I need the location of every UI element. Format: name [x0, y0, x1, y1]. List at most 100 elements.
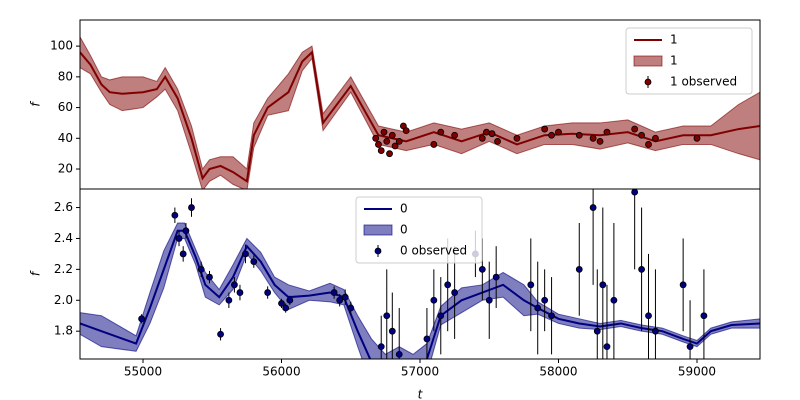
observed-point	[391, 142, 399, 150]
observed-point	[437, 128, 445, 136]
observed-point	[693, 134, 701, 142]
y-tick-label: 2.4	[54, 231, 73, 245]
observed-point	[330, 289, 338, 296]
observed-point	[138, 315, 146, 323]
y-tick-label: 60	[58, 100, 73, 114]
observed-point	[341, 293, 349, 301]
x-tick-label: 59000	[678, 365, 716, 379]
legend-label: 0 observed	[400, 244, 467, 258]
observed-point	[485, 296, 493, 304]
observed-point	[402, 127, 410, 135]
observed-point	[388, 327, 396, 335]
plot-area	[80, 35, 760, 189]
observed-point	[388, 131, 396, 139]
observed-point	[451, 289, 459, 296]
y-tick-label: 2.6	[54, 200, 73, 214]
legend-swatch	[644, 78, 652, 86]
observed-point	[217, 330, 224, 338]
observed-point	[593, 327, 601, 335]
y-tick-label: 20	[58, 162, 73, 176]
observed-point	[478, 265, 486, 273]
legend-box	[625, 27, 753, 95]
observed-point	[513, 134, 521, 142]
observed-point	[206, 273, 213, 281]
y-tick-label: 1.8	[54, 324, 73, 338]
observed-point	[437, 312, 445, 320]
observed-point	[541, 296, 549, 304]
y-tick-label: 40	[58, 131, 73, 145]
observed-point	[377, 343, 385, 351]
y-axis-label: f	[29, 270, 43, 276]
x-tick-label: 56000	[262, 365, 300, 379]
observed-point	[494, 137, 501, 145]
observed-point	[534, 304, 542, 312]
observed-point	[488, 130, 496, 138]
observed-point	[603, 128, 611, 136]
observed-point	[645, 141, 652, 148]
observed-point	[548, 131, 555, 139]
observed-point	[555, 128, 562, 136]
observed-point	[492, 273, 500, 281]
observed-point	[383, 137, 391, 145]
observed-point	[430, 141, 438, 148]
observed-point	[589, 204, 597, 211]
observed-point	[380, 128, 388, 136]
observed-point	[395, 350, 403, 358]
observed-point	[430, 296, 438, 304]
x-tick-label: 57000	[401, 365, 439, 379]
observed-point	[652, 134, 659, 142]
observed-point	[631, 125, 639, 133]
y-tick-label: 2.2	[54, 262, 73, 276]
observed-point	[336, 296, 344, 304]
observed-point	[171, 211, 179, 219]
legend-label: 1	[670, 54, 678, 68]
observed-point	[179, 250, 187, 258]
y-tick-label: 100	[50, 39, 73, 53]
x-tick-label: 55000	[124, 365, 162, 379]
observed-point	[483, 128, 490, 136]
observed-point	[638, 265, 645, 273]
observed-point	[372, 134, 380, 142]
legend-swatch	[633, 55, 663, 67]
observed-point	[541, 125, 549, 133]
observed-point	[188, 204, 195, 211]
observed-point	[250, 258, 258, 266]
observed-point	[645, 312, 652, 320]
observed-point	[596, 137, 604, 145]
y-tick-label: 80	[58, 69, 73, 83]
x-axis-label: t	[418, 388, 424, 400]
observed-point	[383, 312, 391, 320]
x-tick-label: 58000	[539, 365, 577, 379]
observed-point	[700, 312, 708, 320]
observed-point	[599, 281, 607, 289]
observed-point	[686, 343, 694, 351]
observed-point	[278, 299, 285, 307]
observed-point	[175, 235, 183, 242]
observed-point	[478, 134, 486, 142]
observed-point	[231, 281, 238, 289]
observed-point	[423, 335, 431, 343]
observed-point	[610, 296, 618, 304]
legend-box	[355, 196, 483, 264]
y-axis-label: f	[29, 101, 43, 107]
legend-label: 1	[670, 33, 678, 47]
model-line	[80, 229, 760, 359]
observed-point	[264, 289, 272, 296]
observed-point	[527, 281, 535, 289]
axes-frame	[79, 188, 761, 360]
observed-point	[347, 304, 355, 312]
observed-point	[444, 281, 452, 289]
observed-point	[386, 150, 393, 158]
observed-point	[548, 312, 555, 320]
observed-point	[395, 137, 403, 145]
y-tick-label: 2.0	[54, 293, 73, 307]
observed-point	[375, 141, 382, 148]
model-line	[80, 50, 760, 184]
observed-point	[236, 289, 244, 296]
observed-point	[575, 131, 583, 139]
observed-point	[282, 304, 290, 312]
observed-point	[652, 327, 659, 335]
observed-point	[679, 281, 687, 289]
observed-point	[286, 296, 294, 304]
